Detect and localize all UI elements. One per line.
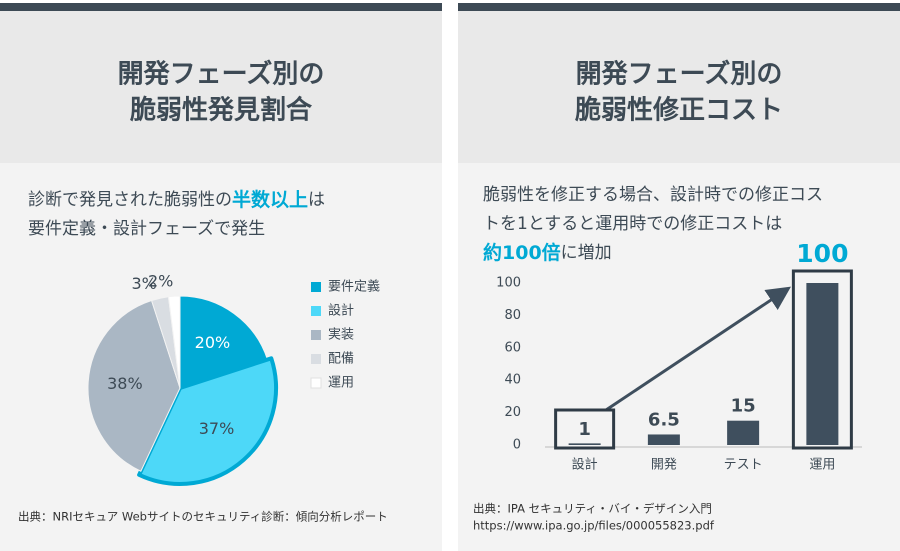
source: https://www.ipa.go.jp/files/000055823.pd…	[473, 519, 715, 533]
pie-slice	[137, 356, 278, 486]
subtitle-text: は	[308, 190, 325, 210]
subtitle-line: 約100倍に増加	[483, 241, 612, 264]
source: 出典：IPA セキュリティ・バイ・デザイン入門	[473, 502, 712, 516]
subtitle-line: 脆弱性を修正する場合、設計時での修正コス	[483, 185, 823, 205]
value-label: 1	[578, 419, 591, 440]
legend-label: 運用	[328, 376, 354, 391]
highlight-box	[554, 408, 616, 450]
slice-label: 20%	[195, 333, 231, 352]
pie-slice	[87, 300, 181, 472]
y-tick-label: 80	[504, 308, 521, 323]
value-label: 6.5	[648, 409, 680, 430]
title: 開発フェーズ別の	[118, 59, 325, 90]
legend-swatch	[310, 377, 322, 389]
subtitle-line: 診断で発見された脆弱性の半数以上は	[28, 188, 325, 211]
legend-swatch	[311, 306, 321, 316]
source: 出典：NRIセキュア Webサイトのセキュリティ診断：傾向分析レポート	[18, 510, 388, 524]
y-tick-label: 0	[513, 438, 521, 453]
panel-header	[0, 10, 442, 163]
y-tick-label: 100	[496, 276, 521, 291]
pie-slice	[167, 295, 181, 389]
y-tick-label: 40	[504, 373, 521, 388]
highlight-box	[791, 269, 853, 450]
legend-swatch	[311, 330, 321, 340]
subtitle-line: トを1とすると運用時での修正コストは	[483, 214, 782, 234]
x-tick-label: 開発	[651, 458, 677, 473]
legend-label: 設計	[328, 303, 354, 319]
subtitle-text: 診断で発見された脆弱性の	[28, 190, 232, 210]
subtitle-line: 要件定義・設計フェーズで発生	[28, 219, 265, 239]
right-panel	[458, 3, 900, 551]
panel-top-bar	[458, 3, 900, 11]
value-label: 100	[796, 239, 848, 268]
bar	[568, 443, 601, 445]
slice-label: 37%	[199, 419, 235, 438]
x-tick-label: テスト	[724, 458, 763, 473]
slice-label: 2%	[148, 272, 173, 291]
title: 脆弱性発見割合	[130, 95, 313, 126]
legend-swatch	[311, 354, 321, 364]
legend-swatch	[311, 282, 321, 292]
x-tick-label: 設計	[572, 457, 598, 473]
panel-header	[458, 10, 900, 163]
bar	[647, 434, 680, 445]
arrow	[605, 286, 791, 412]
x-tick-label: 運用	[809, 458, 835, 473]
left-panel	[0, 3, 442, 551]
slice-label: 38%	[107, 374, 143, 393]
legend-label: 実装	[328, 327, 354, 343]
arrow-line	[605, 286, 791, 412]
subtitle-text: トを1とすると運用時での修正コストは	[483, 214, 782, 234]
subtitle-text: に増加	[561, 243, 612, 263]
legend-label: 配備	[328, 351, 354, 367]
title: 開発フェーズ別の	[576, 59, 783, 90]
subtitle-text: 要件定義・設計フェーズで発生	[28, 219, 265, 239]
value-label: 15	[731, 396, 756, 417]
subtitle-emphasis: 半数以上	[232, 188, 308, 211]
y-tick-label: 60	[504, 340, 521, 355]
bar	[727, 420, 760, 445]
bar	[806, 283, 839, 445]
y-tick-label: 20	[504, 405, 521, 420]
title: 脆弱性修正コスト	[575, 95, 783, 126]
subtitle-emphasis: 約100倍	[483, 241, 561, 264]
legend-label: 要件定義	[328, 279, 380, 295]
panel-top-bar	[0, 3, 442, 11]
slice-label: 3%	[131, 274, 156, 293]
subtitle-text: 脆弱性を修正する場合、設計時での修正コス	[483, 185, 823, 205]
